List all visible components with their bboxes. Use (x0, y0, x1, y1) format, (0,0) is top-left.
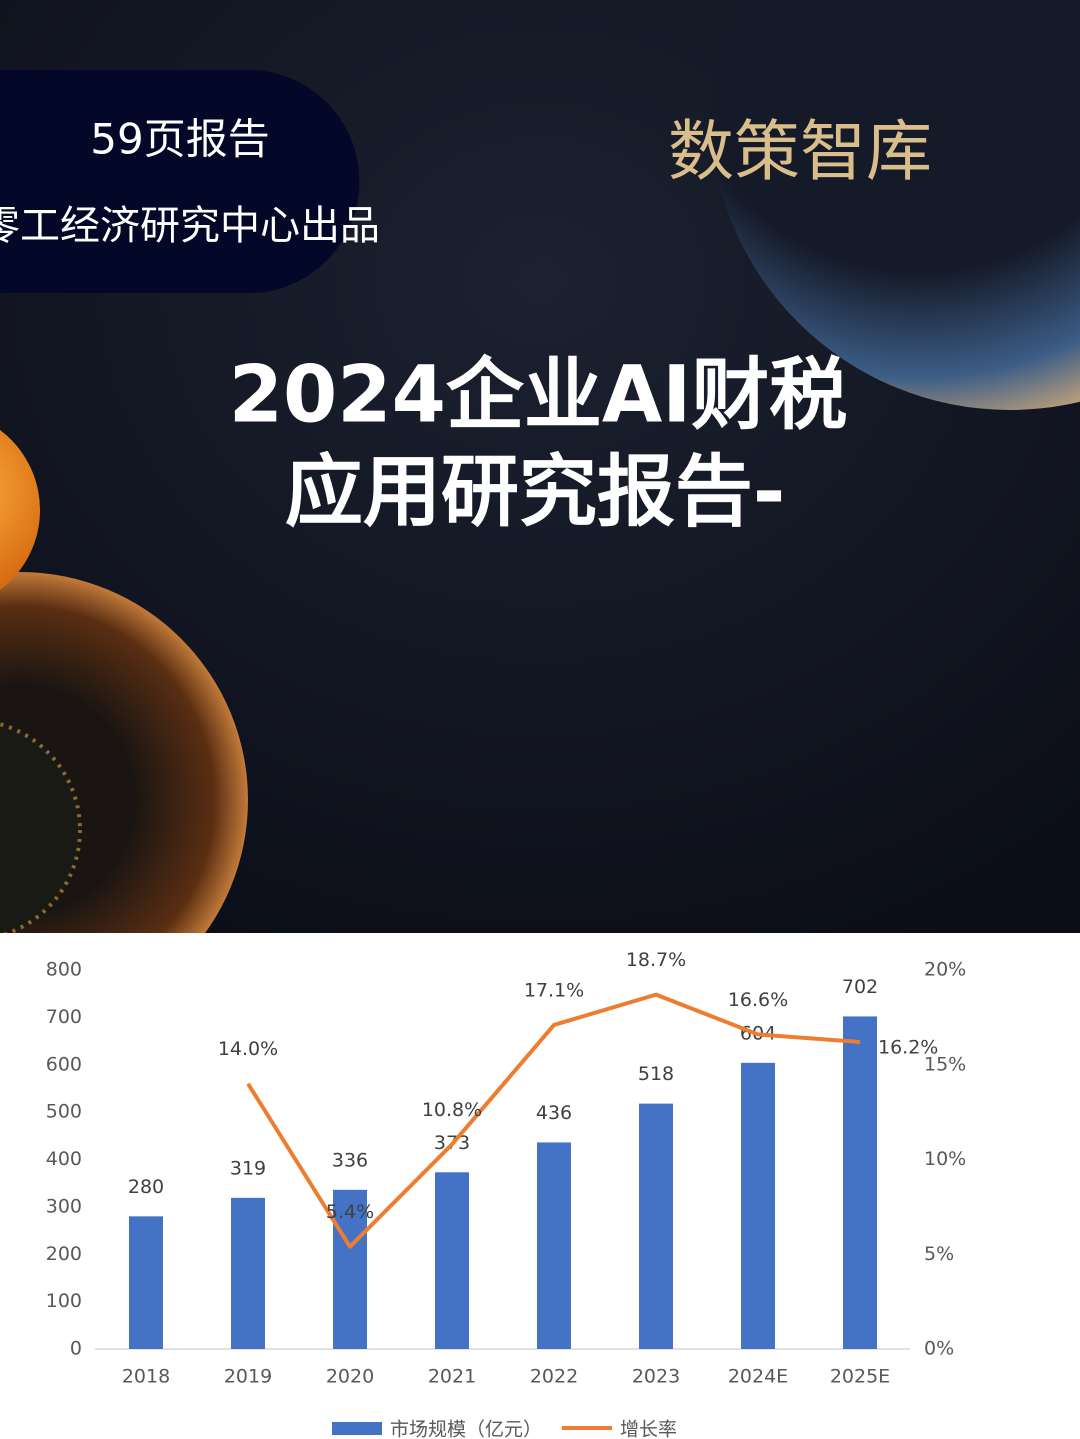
decor-sphere (0, 572, 248, 1028)
bar-value-label: 319 (230, 1157, 266, 1179)
line-value-label: 17.1% (524, 979, 584, 1001)
x-tick-label: 2025E (830, 1366, 890, 1388)
y-tick-label: 500 (46, 1101, 82, 1123)
decor-chip (0, 722, 82, 938)
y2-tick-label: 0% (924, 1338, 954, 1360)
chart: 0 100 200 300 400 500 600 700 800 0% 5% 10% 15% 20% 20… (46, 949, 967, 1439)
bar (333, 1189, 367, 1349)
badge-text: 59页报告 (90, 115, 269, 164)
bar (231, 1197, 265, 1349)
y2-tick-label: 10% (924, 1148, 966, 1170)
legend-label: 市场规模（亿元） (390, 1419, 542, 1439)
bar (639, 1103, 673, 1349)
x-tick-label: 2023 (632, 1366, 680, 1388)
y-tick-label: 600 (46, 1053, 82, 1075)
line (246, 992, 861, 1249)
bar (129, 1216, 163, 1349)
line-value-label: 16.6% (728, 989, 788, 1011)
brand: 数策智库 (668, 113, 932, 190)
y-tick-label: 100 (46, 1290, 82, 1312)
bar (537, 1142, 571, 1349)
y-tick-label: 0 (70, 1338, 82, 1360)
x-tick-label: 2020 (326, 1366, 374, 1388)
x-tick-label: 2022 (530, 1366, 578, 1388)
line-value-label: 5.4% (326, 1201, 374, 1223)
decor-sphere (710, 0, 1080, 410)
bar-value-label: 518 (638, 1063, 674, 1085)
x-tick-label: 2021 (428, 1366, 476, 1388)
y-tick-label: 400 (46, 1148, 82, 1170)
bar-value-label: 702 (842, 976, 878, 998)
y2-tick-label: 20% (924, 959, 966, 981)
line-value-label: 16.2% (878, 1037, 938, 1059)
y2-tick-label: 5% (924, 1243, 954, 1265)
y2-tick-label: 15% (924, 1053, 966, 1075)
x-tick-label: 2018 (122, 1366, 170, 1388)
cover-title: 2024企业AI财税 (229, 350, 847, 440)
line-value-label: 14.0% (218, 1038, 278, 1060)
bar (843, 1016, 877, 1349)
bar-value-label: 280 (128, 1176, 164, 1198)
decor-sphere (0, 430, 40, 590)
y-tick-label: 700 (46, 1006, 82, 1028)
legend-swatch (332, 1422, 382, 1435)
cover-title: 应用研究报告- (285, 447, 785, 537)
line-value-label: 10.8% (422, 1099, 482, 1121)
y-tick-label: 200 (46, 1243, 82, 1265)
bar (741, 1062, 775, 1349)
bar (435, 1172, 469, 1349)
badge-text: 零工经济研究中心出品 (0, 203, 380, 249)
x-tick-label: 2024E (728, 1366, 788, 1388)
y-tick-label: 800 (46, 959, 82, 981)
line-value-label: 18.7% (626, 949, 686, 971)
bar-value-label: 336 (332, 1149, 368, 1171)
x-tick-label: 2019 (224, 1366, 272, 1388)
y-tick-label: 300 (46, 1195, 82, 1217)
legend-label: 增长率 (620, 1419, 677, 1439)
badge (0, 70, 360, 293)
bar-value-label: 436 (536, 1102, 572, 1124)
